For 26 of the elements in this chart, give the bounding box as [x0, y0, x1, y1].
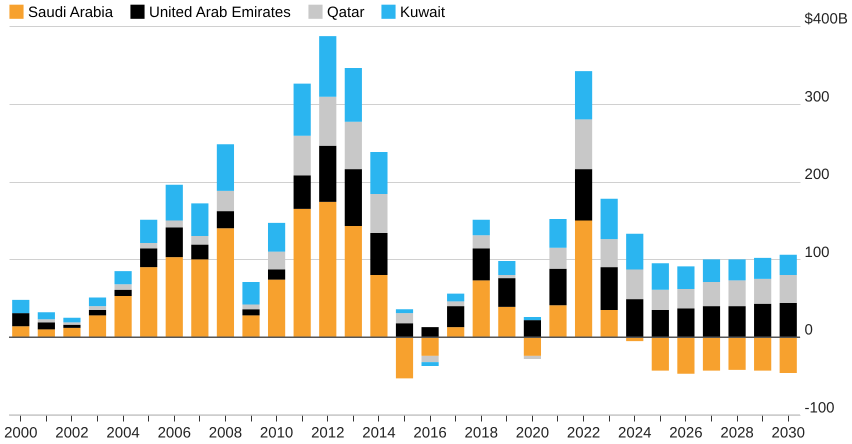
x-tick-label: 2030 [772, 424, 805, 442]
y-tick-label: 300 [804, 88, 830, 106]
y-tick-label: 0 [804, 322, 813, 339]
y-tick-label: 200 [804, 166, 830, 184]
x-tick-label: 2026 [669, 424, 703, 442]
x-tick-label: 2028 [720, 424, 754, 442]
x-tick-label: 2018 [464, 424, 498, 442]
x-tick-label: 2004 [106, 424, 140, 442]
x-tick-label: 2020 [516, 424, 550, 442]
x-tick-label: 2002 [55, 424, 89, 442]
x-tick-label: 2000 [4, 424, 38, 442]
legend-label: Qatar [327, 4, 365, 21]
legend-label: United Arab Emirates [149, 4, 291, 21]
y-tick-label: -100 [804, 400, 835, 416]
x-tick-label: 2008 [208, 424, 242, 442]
x-tick-label: 2024 [618, 424, 652, 442]
x-tick-label: 2012 [311, 424, 344, 442]
x-tick-label: 2010 [260, 424, 294, 442]
x-tick-label: 2022 [566, 424, 600, 442]
legend-label: Saudi Arabia [28, 4, 114, 21]
y-tick-label: $400B [804, 10, 848, 28]
x-tick-label: 2016 [413, 424, 447, 442]
x-tick-label: 2014 [362, 424, 396, 442]
legend-label: Kuwait [400, 4, 446, 21]
y-tick-label: 100 [804, 244, 830, 261]
x-tick-label: 2006 [158, 424, 191, 442]
